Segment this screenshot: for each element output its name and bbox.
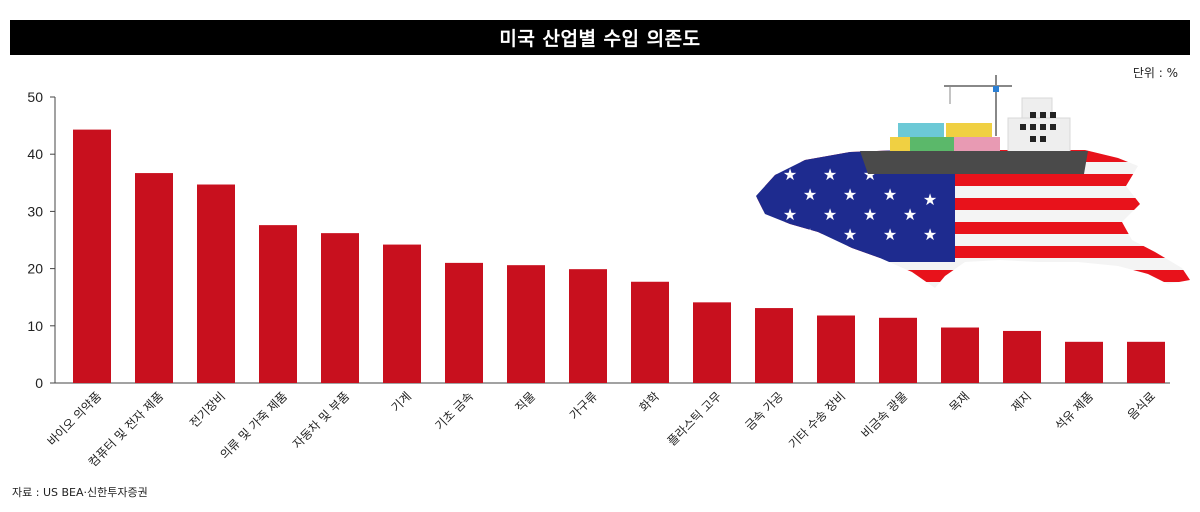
- bar: [383, 244, 421, 383]
- y-tick-label: 20: [27, 261, 43, 277]
- bar: [755, 308, 793, 383]
- unit-label: 단위 : %: [1132, 66, 1178, 80]
- bar: [321, 233, 359, 383]
- svg-text:★: ★: [803, 185, 817, 204]
- y-tick-label: 0: [35, 375, 43, 391]
- svg-text:★: ★: [843, 185, 857, 204]
- chart-title: 미국 산업별 수입 의존도: [10, 20, 1190, 55]
- bar: [197, 184, 235, 383]
- svg-text:★: ★: [923, 190, 937, 209]
- x-tick-label: 금속 가공: [742, 389, 786, 433]
- us-map-cargo-ship-illustration: ★ ★ ★ ★ ★ ★ ★ ★ ★ ★ ★ ★ ★ ★★: [756, 75, 1190, 288]
- x-tick-label: 전기장비: [187, 389, 228, 430]
- svg-text:★: ★: [883, 225, 897, 244]
- x-tick-label: 기계: [389, 389, 415, 415]
- bar: [135, 173, 173, 383]
- bar: [445, 262, 483, 383]
- x-tick-label: 가구류: [567, 389, 600, 422]
- bar: [631, 281, 669, 383]
- svg-text:★: ★: [923, 225, 937, 244]
- svg-text:★: ★: [803, 225, 817, 244]
- y-tick-label: 30: [27, 203, 43, 219]
- x-tick-label: 직물: [513, 389, 539, 415]
- y-tick-label: 40: [27, 146, 43, 162]
- x-tick-label: 목재: [947, 389, 973, 415]
- svg-text:★: ★: [863, 205, 877, 224]
- bar: [1003, 330, 1041, 383]
- bar: [1065, 341, 1103, 383]
- svg-text:★: ★: [823, 205, 837, 224]
- bar: [941, 327, 979, 383]
- x-tick-label: 플라스틱 고무: [665, 389, 724, 448]
- bar: [259, 225, 297, 383]
- bar: [73, 129, 111, 383]
- svg-text:★: ★: [843, 225, 857, 244]
- bar: [693, 302, 731, 383]
- x-tick-label: 기초 금속: [432, 389, 476, 433]
- x-tick-label: 의류 및 가죽 제품: [217, 389, 290, 462]
- x-tick-label: 음식료: [1125, 389, 1158, 422]
- y-tick-label: 10: [27, 318, 43, 334]
- bar: [507, 265, 545, 383]
- x-tick-label: 비금속 광물: [858, 389, 910, 441]
- bar: [817, 315, 855, 383]
- x-tick-label: 제지: [1009, 389, 1035, 415]
- x-tick-label: 자동차 및 부품: [290, 389, 352, 451]
- svg-text:★: ★: [783, 205, 797, 224]
- x-tick-label: 화학: [637, 389, 663, 415]
- svg-text:★: ★: [883, 185, 897, 204]
- bar: [1127, 341, 1165, 383]
- source-note: 자료 : US BEA·신한투자증권: [12, 486, 148, 499]
- bar: [569, 269, 607, 383]
- x-tick-label: 바이오 의약품: [44, 389, 104, 449]
- x-tick-label: 석유 제품: [1052, 389, 1096, 433]
- svg-text:★: ★: [823, 165, 837, 184]
- x-tick-label: 기타 수송 장비: [786, 389, 848, 451]
- bar: [879, 317, 917, 383]
- y-tick-label: 50: [27, 89, 43, 105]
- svg-text:★: ★: [783, 165, 797, 184]
- svg-text:★: ★: [903, 205, 917, 224]
